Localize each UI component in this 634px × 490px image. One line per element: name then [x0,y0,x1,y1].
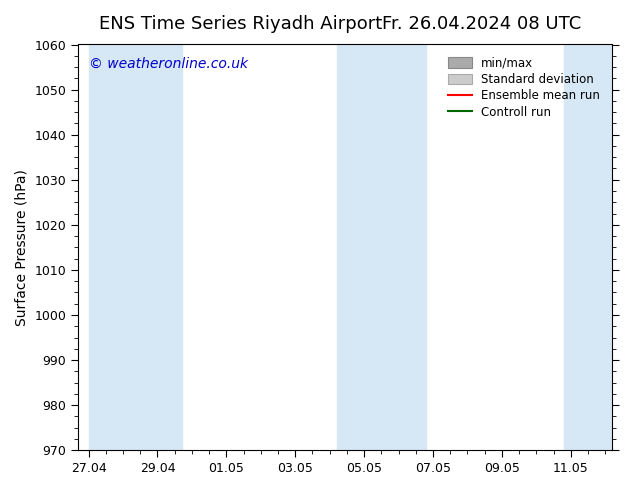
Legend: min/max, Standard deviation, Ensemble mean run, Controll run: min/max, Standard deviation, Ensemble me… [443,50,606,125]
Bar [337,45,388,450]
Bar [388,45,426,450]
Text: Fr. 26.04.2024 08 UTC: Fr. 26.04.2024 08 UTC [382,15,581,33]
Bar [89,45,140,450]
Text: © weatheronline.co.uk: © weatheronline.co.uk [89,57,248,71]
Bar [140,45,181,450]
Text: ENS Time Series Riyadh Airport: ENS Time Series Riyadh Airport [100,15,382,33]
Bar [564,45,612,450]
Y-axis label: Surface Pressure (hPa): Surface Pressure (hPa) [15,169,29,326]
